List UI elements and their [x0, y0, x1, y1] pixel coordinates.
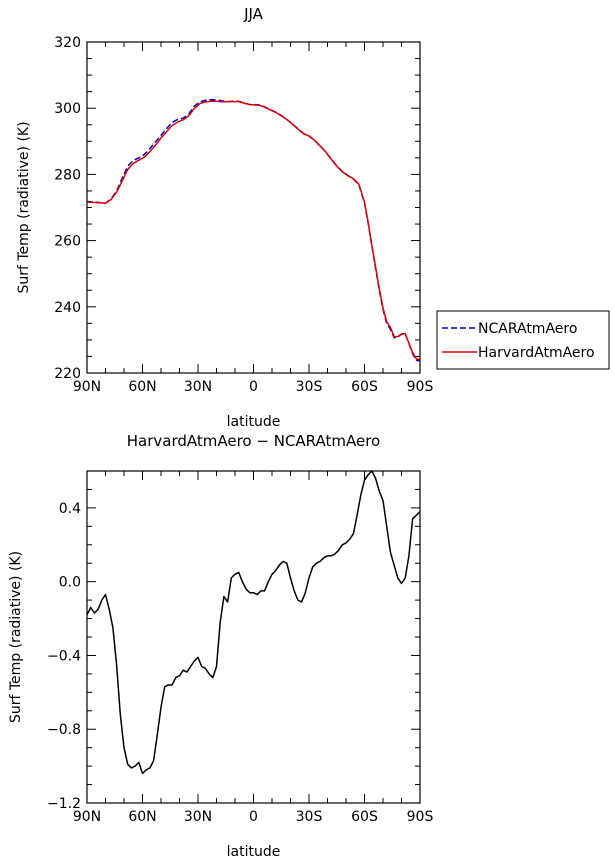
- panel2-y-tick-label: 0.4: [59, 501, 81, 517]
- panel1-x-tick-label: 30N: [184, 379, 212, 395]
- panel2-y-tick-label: −0.8: [47, 722, 81, 738]
- panel2-x-tick-label: 90N: [73, 809, 101, 825]
- panel1-x-tick-label: 0: [249, 379, 258, 395]
- panel1-y-tick-label: 300: [54, 101, 81, 117]
- panel1-plot-frame: [86, 41, 421, 374]
- panel1-series-harvardatmaero-line: [86, 100, 421, 361]
- panel2-x-tick-label: 0: [249, 809, 258, 825]
- panel1-x-axis-label: latitude: [227, 414, 281, 430]
- panel1-y-tick-label: 260: [54, 234, 81, 250]
- panel1-y-tick-label: 280: [54, 167, 81, 183]
- panel1-x-tick-label: 90N: [73, 379, 101, 395]
- panel1-x-tick-label: 90S: [407, 379, 434, 395]
- panel2-series-difference-line: [86, 470, 421, 775]
- legend-box: [436, 310, 610, 370]
- legend-label-ncaratmaero: NCARAtmAero: [478, 321, 577, 337]
- panel2-y-tick-label: −0.4: [47, 648, 81, 664]
- panel2-x-axis-label: latitude: [227, 844, 281, 860]
- panel2-y-tick-label: 0.0: [59, 575, 81, 591]
- panel1-x-tick-label: 60N: [128, 379, 156, 395]
- panel1-y-axis-label: Surf Temp (radiative) (K): [16, 121, 32, 293]
- panel2-y-tick-label: −1.2: [47, 796, 81, 812]
- panel2-x-tick-label: 90S: [407, 809, 434, 825]
- panel2-x-tick-label: 60N: [128, 809, 156, 825]
- panel1-title: JJA: [243, 5, 264, 23]
- legend-label-harvardatmaero: HarvardAtmAero: [478, 345, 595, 361]
- panel1-x-tick-label: 60S: [351, 379, 378, 395]
- panel2-x-tick-label: 30N: [184, 809, 212, 825]
- panel2-x-tick-label: 30S: [296, 809, 323, 825]
- panel2-y-axis-label: Surf Temp (radiative) (K): [8, 551, 24, 723]
- panel1-y-tick-label: 240: [54, 300, 81, 316]
- panel2-x-tick-label: 60S: [351, 809, 378, 825]
- panel2-title: HarvardAtmAero − NCARAtmAero: [127, 432, 380, 450]
- panel1-y-tick-label: 320: [54, 35, 81, 51]
- panel1-x-tick-label: 30S: [296, 379, 323, 395]
- panel1-y-tick-label: 220: [54, 366, 81, 382]
- panel2-plot-frame: [86, 470, 421, 804]
